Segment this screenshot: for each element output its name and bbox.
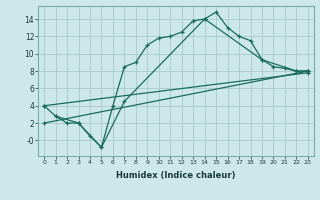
- X-axis label: Humidex (Indice chaleur): Humidex (Indice chaleur): [116, 171, 236, 180]
